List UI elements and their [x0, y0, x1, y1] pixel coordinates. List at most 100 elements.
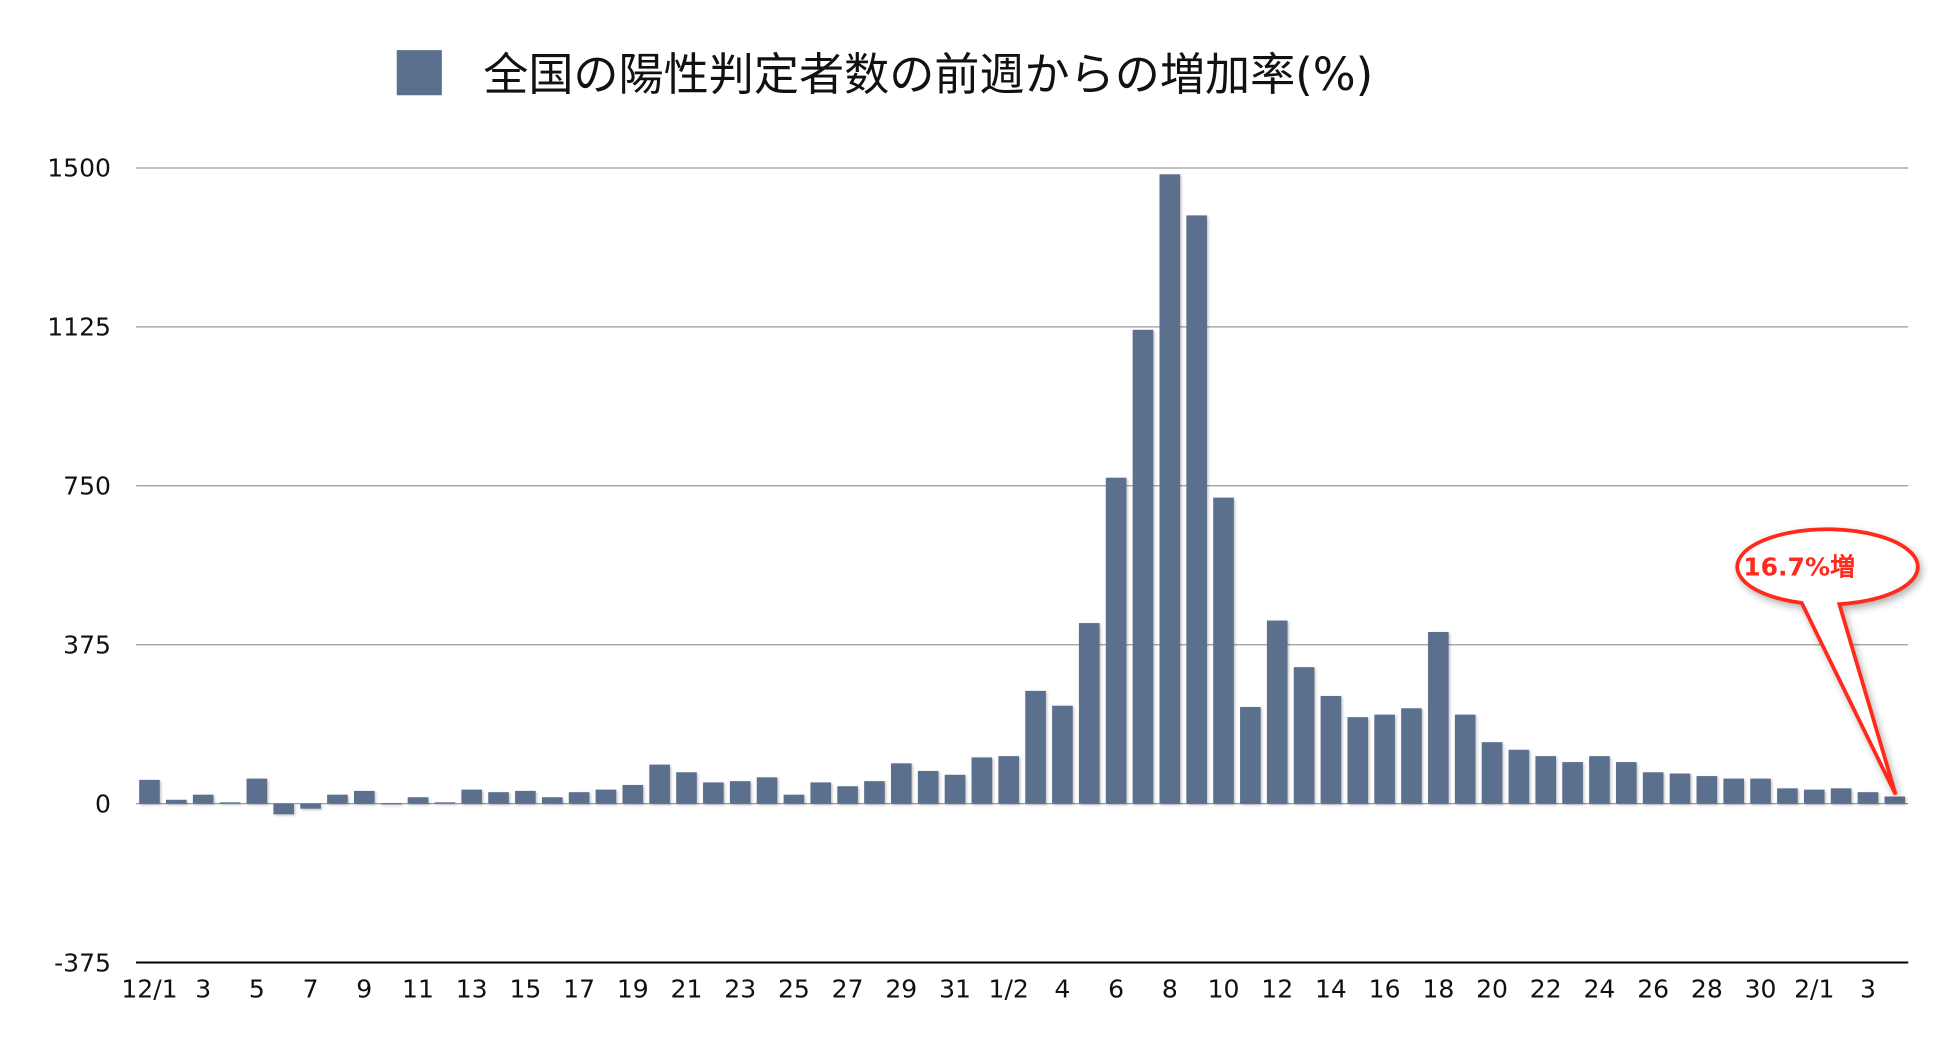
bar-12/29 [891, 763, 912, 804]
x-tick-label: 28 [1691, 975, 1723, 1004]
bar-12/30 [917, 770, 939, 804]
bar-2/2 [1830, 788, 1852, 804]
bar-12/17 [568, 792, 590, 804]
bar-1/18 [1428, 631, 1449, 804]
x-tick-label: 29 [885, 975, 917, 1004]
bars [139, 174, 1906, 815]
bar-1/12 [1266, 620, 1288, 804]
bar-12/18 [595, 789, 617, 804]
bar-12/19 [622, 784, 644, 804]
x-tick-label: 18 [1422, 975, 1454, 1004]
bar-1/1 [971, 757, 993, 804]
bar-2/4 [1884, 796, 1906, 804]
bar-1/19 [1454, 714, 1476, 804]
x-tick-label: 15 [509, 975, 541, 1004]
bar-12/26 [810, 782, 832, 804]
x-tick-label: 9 [356, 975, 372, 1004]
y-tick-label: 1500 [47, 154, 111, 183]
x-tick-label: 7 [303, 975, 319, 1004]
x-tick-label: 22 [1530, 975, 1562, 1004]
x-tick-label: 21 [671, 975, 703, 1004]
bar-12/8 [327, 794, 348, 804]
bar-12/13 [461, 789, 482, 804]
bar-12/1 [139, 779, 160, 804]
x-tick-label: 23 [724, 975, 756, 1004]
x-tick-label: 19 [617, 975, 649, 1004]
bar-12/31 [944, 774, 966, 804]
x-tick-label: 13 [456, 975, 488, 1004]
bar-1/7 [1132, 329, 1154, 804]
bar-1/29 [1723, 778, 1744, 804]
gridlines [136, 167, 1909, 964]
bar-1/24 [1589, 756, 1610, 804]
bar-1/5 [1078, 623, 1100, 804]
bar-12/6 [273, 803, 295, 815]
bar-12/23 [729, 781, 751, 804]
bar-12/12 [434, 802, 456, 804]
bar-12/15 [515, 790, 536, 804]
bar-1/13 [1293, 667, 1315, 804]
y-tick-label: -375 [54, 948, 111, 977]
x-tick-label: 10 [1208, 975, 1240, 1004]
x-tick-label: 30 [1745, 975, 1777, 1004]
bar-12/21 [676, 772, 697, 804]
bar-1/22 [1535, 756, 1557, 804]
callout-bubble [1735, 527, 1920, 796]
x-tick-label: 25 [778, 975, 810, 1004]
x-tick-label: 6 [1108, 975, 1124, 1004]
y-tick-label: 375 [63, 630, 111, 659]
bar-1/8 [1159, 174, 1181, 804]
y-tick-label: 0 [95, 789, 111, 818]
x-tick-label: 27 [832, 975, 864, 1004]
bar-1/26 [1642, 772, 1664, 804]
bar-1/3 [1025, 690, 1046, 804]
y-tick-label: 1125 [47, 313, 111, 342]
bar-12/27 [837, 786, 858, 804]
x-tick-label: 3 [1860, 975, 1876, 1004]
legend-swatch [396, 50, 442, 96]
bar-1/30 [1750, 778, 1771, 804]
x-tick-label: 31 [939, 975, 971, 1004]
x-tick-label: 24 [1583, 975, 1615, 1004]
bar-12/22 [703, 782, 724, 804]
x-tick-label: 4 [1054, 975, 1070, 1004]
bar-1/14 [1320, 695, 1342, 804]
x-tick-label: 1/2 [989, 975, 1029, 1004]
bar-12/14 [488, 792, 509, 804]
bar-12/3 [192, 794, 214, 804]
bar-12/4 [219, 802, 241, 804]
bar-1/25 [1615, 762, 1637, 804]
x-tick-label: 8 [1162, 975, 1178, 1004]
bar-1/28 [1696, 776, 1718, 804]
x-tick-label: 20 [1476, 975, 1508, 1004]
bar-1/23 [1562, 762, 1583, 804]
bar-12/7 [300, 803, 321, 809]
legend: 全国の陽性判定者数の前週からの増加率(%) [396, 48, 1373, 101]
bar-1/21 [1508, 749, 1530, 804]
bar-12/10 [380, 803, 402, 805]
x-tick-label: 5 [249, 975, 265, 1004]
x-tick-label: 26 [1637, 975, 1669, 1004]
bar-12/9 [353, 790, 375, 804]
x-tick-label: 12 [1261, 975, 1293, 1004]
bar-1/31 [1777, 788, 1798, 804]
bar-1/4 [1052, 705, 1073, 804]
y-tick-label: 750 [63, 472, 111, 501]
x-tick-label: 11 [402, 975, 434, 1004]
x-axis-ticks: 12/1 3 5 7 9 11 13 15 17 19 21 23 25 27 29 31 1/2 4 6 8 10 12… [121, 975, 1876, 1004]
bar-1/15 [1347, 717, 1369, 804]
x-tick-label: 14 [1315, 975, 1347, 1004]
x-tick-label: 16 [1369, 975, 1401, 1004]
bar-2/1 [1803, 789, 1825, 804]
bar-1/20 [1481, 742, 1503, 804]
bar-1/27 [1669, 773, 1691, 804]
bar-12/5 [246, 778, 268, 804]
bar-1/16 [1374, 714, 1395, 804]
chart-title: 全国の陽性判定者数の前週からの増加率(%) [483, 48, 1373, 101]
bar-1/2 [998, 756, 1019, 804]
bar-1/11 [1240, 706, 1261, 804]
bar-12/11 [407, 797, 429, 804]
x-tick-label: 3 [195, 975, 211, 1004]
bar-1/6 [1105, 477, 1127, 804]
